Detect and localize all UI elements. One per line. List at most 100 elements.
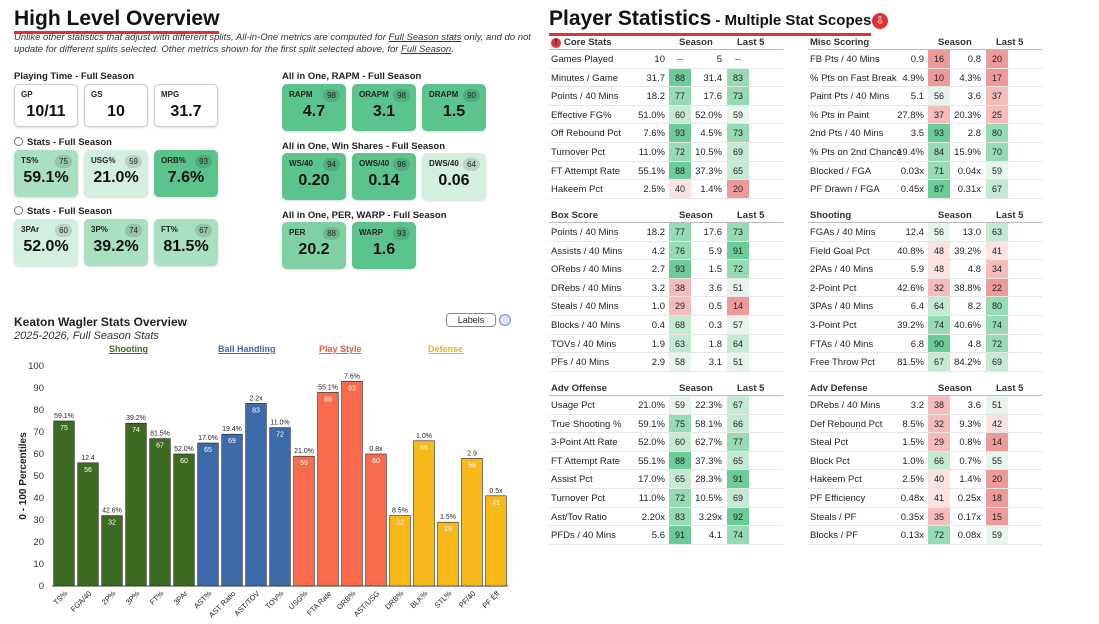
last5-value: 3.1 [708,357,722,369]
stat-name: FT Attempt Rate [551,165,620,177]
metric-label: WARP [359,228,383,237]
season-value: 18.2 [646,227,666,238]
season-column-header[interactable]: Season [938,210,972,221]
full-season-stats-link[interactable]: Full Season stats [388,32,462,43]
table-row: PF Efficiency 0.48x 41 0.25x 18 [808,488,1042,508]
last5-percentile: 72 [727,260,749,278]
last5-value: 4.5% [700,128,722,140]
season-value: 40.8% [897,245,924,257]
table-row: Points / 40 Mins 18.2 77 17.6 73 [549,223,783,242]
last5-value: 39.2% [954,245,981,257]
stat-name: PF Efficiency [810,492,866,504]
last5-percentile: 17 [986,68,1008,87]
last5-percentile: 69 [986,353,1008,371]
bar-percentile-label: 75 [60,425,68,432]
last5-value: 0.8% [959,437,981,449]
stat-name: Blocked / FGA [810,165,872,177]
table-row: Field Goal Pct 40.8% 48 39.2% 41 [808,241,1042,261]
last5-column-header[interactable]: Last 5 [996,383,1024,394]
season-column-header[interactable]: Season [938,37,972,48]
season-value: 3.2 [651,282,665,294]
bar-ts- [53,420,75,587]
last5-percentile: 67 [727,396,749,414]
last5-value: 4.8 [967,264,981,276]
bar-percentile-label: 65 [204,447,212,454]
stat-name: 3-Point Pct [810,319,857,331]
last5-percentile: 51 [986,396,1008,414]
last5-column-header[interactable]: Last 5 [996,37,1024,48]
season-column-header[interactable]: Season [679,37,713,48]
table-row: TOVs / 40 Mins 1.9 63 1.8 64 [549,334,783,354]
season-value: 0.4 [651,319,665,331]
season-column-header[interactable]: Season [938,383,972,394]
season-percentile: 72 [669,142,691,161]
table-shooting: Shooting Season Last 5 FGAs / 40 Mins 12.4 56… [808,209,1042,372]
stat-name: 3-Point Att Rate [551,437,618,449]
last5-column-header[interactable]: Last 5 [737,210,765,221]
stat-name: Steal Pct [810,437,849,449]
download-icon[interactable]: ⇩ [872,12,888,30]
category-defense: Defense [428,344,464,354]
last5-value: 8.2 [967,301,981,313]
season-column-header[interactable]: Season [679,210,713,221]
last5-percentile: 74 [986,315,1008,334]
bar-raw-label: 0.5x [489,488,503,495]
metric-percentile-badge: 94 [323,158,340,171]
stat-name: Blocks / 40 Mins [551,319,621,331]
player-stats-title: Player Statistics [549,7,712,30]
metric-value: 0.06 [438,172,470,189]
labels-button[interactable]: Labels [446,313,496,327]
last5-column-header[interactable]: Last 5 [996,210,1024,221]
season-value: 5.6 [651,530,665,542]
stat-name: Field Goal Pct [810,245,870,257]
metric-card-warp: WARP 1.6 93 [352,222,416,269]
season-percentile: 59 [669,396,691,414]
stats-section-title-2: Stats - Full Season [14,206,112,217]
last5-percentile: 65 [727,161,749,180]
table-row: % Pts in Paint 27.8% 37 20.3% 25 [808,105,1042,125]
overview-title: High Level Overview [14,7,220,34]
x-tick-label: TOV% [264,589,286,611]
season-value: 1.0% [902,455,924,467]
season-column-header[interactable]: Season [679,383,713,394]
metric-value: 81.5% [163,238,209,255]
stat-name: Effective FG% [551,109,612,121]
season-value: 0.35x [900,511,924,523]
stat-name: % Pts on 2nd Chance [810,146,902,158]
season-percentile: 40 [928,470,950,488]
table-title: Misc Scoring [810,37,870,48]
last5-column-header[interactable]: Last 5 [737,383,765,394]
stats-radio-1[interactable] [14,137,23,146]
metric-value: 1.5 [442,103,466,120]
metric-card-ft-: FT% 81.5% 67 [154,219,218,266]
metric-value: 0.20 [298,172,330,189]
bar-percentile-label: 60 [372,458,380,465]
full-season-link[interactable]: Full Season [401,44,452,55]
season-value: 2.5% [902,474,924,486]
labels-toggle[interactable] [499,314,511,326]
metric-label: TS% [21,156,39,165]
metric-percentile-badge: 93 [195,155,212,168]
season-value: 11.0% [638,146,665,158]
last5-percentile: 20 [986,50,1008,68]
season-value: 27.8% [897,109,924,121]
last5-percentile: 77 [727,433,749,451]
season-value: 0.03x [900,165,924,177]
metric-card-gp: GP 10/11 [14,84,78,127]
metric-value: 52.0% [23,238,69,255]
stat-name: FB Pts / 40 Mins [810,54,880,65]
last5-percentile: 64 [727,334,749,353]
last5-percentile: 57 [727,315,749,334]
x-tick-label: 3P% [124,589,142,607]
season-percentile: 76 [669,241,691,260]
last5-column-header[interactable]: Last 5 [737,37,765,48]
table-header: Shooting Season Last 5 [808,209,1042,223]
stats-radio-2[interactable] [14,206,23,215]
stat-name: 2-Point Pct [810,282,857,294]
bar-2p- [101,515,123,587]
metric-percentile-badge: 96 [393,158,410,171]
stat-name: Steals / 40 Mins [551,301,619,313]
season-value: 6.8 [910,338,924,350]
season-percentile: 29 [669,297,691,315]
metric-label: WS/40 [289,159,314,168]
